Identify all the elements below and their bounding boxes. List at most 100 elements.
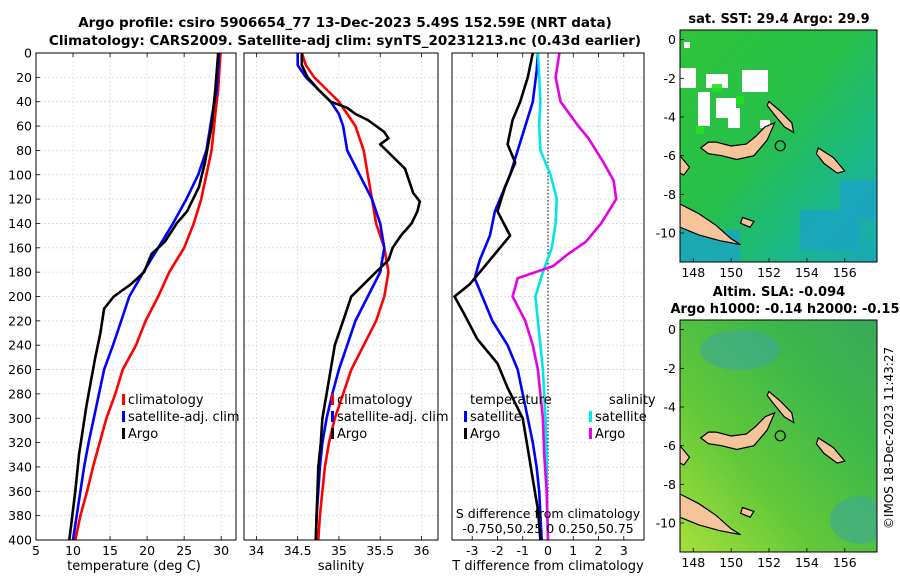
series-line-s-satellite (534, 52, 559, 541)
panel-frame (243, 52, 439, 541)
map-y-tick-label: -10 (656, 226, 676, 241)
x-tick-label: 15 (102, 543, 118, 558)
map-frame (679, 319, 878, 553)
sst-map: 148 150 152 154 156 0 -2 -4 -6 -8 -10 (656, 29, 878, 280)
map-y-tick-label: -8 (664, 477, 677, 492)
salinity-panel: 34 34.5 35 35.5 36 (243, 52, 439, 558)
legend-label-argo: Argo (128, 427, 158, 442)
y-tick-label: 400 (8, 533, 32, 548)
map-x-tick-label: 152 (757, 555, 781, 570)
x-tick-label: 20 (139, 543, 155, 558)
legend-title-temperature: temperature (470, 393, 552, 408)
map-land-group (680, 100, 846, 246)
y-tick-label: 260 (8, 362, 32, 377)
map-y-tick-label: -6 (664, 438, 677, 453)
y-tick-label: 20 (16, 70, 32, 85)
map-x-tick-label: 156 (833, 265, 857, 280)
y-tick-label: 300 (8, 411, 32, 426)
map-y-tick-label: 0 (668, 322, 676, 337)
legend-swatch-argo (122, 428, 125, 439)
y-tick-label: 240 (8, 338, 32, 353)
sla-blue-patches (700, 330, 877, 544)
sst-map-title: sat. SST: 29.4 Argo: 29.9 (688, 12, 869, 27)
panel-frame (451, 52, 645, 541)
land-polygon (739, 506, 755, 518)
map-x-tick-label: 150 (719, 555, 743, 570)
series-line-satellite-adj-clim (71, 52, 221, 541)
legend-label-climatology: climatology (128, 393, 204, 408)
land-polygon (680, 154, 691, 176)
argo-float-marker (774, 430, 786, 442)
map-x-tick-label: 150 (719, 265, 743, 280)
series-line-t-argo (453, 52, 542, 541)
series-line-climatology (74, 52, 222, 541)
imos-stamp: ©IMOS 18-Dec-2023 11:43:27 (882, 347, 896, 529)
difference-xlabel: T difference from climatology (451, 559, 644, 574)
land-polygon (680, 203, 741, 246)
land-polygon (815, 436, 846, 464)
x-tick-label: 2 (595, 543, 603, 558)
x-tick-label: -1 (517, 543, 529, 558)
land-polygon (766, 390, 795, 424)
argo-float-marker (774, 140, 786, 152)
legend-label-t-satellite: satellite (470, 410, 522, 425)
y-tick-label: 360 (8, 484, 32, 499)
x-tick-label: -3 (466, 543, 478, 558)
y-tick-label: 100 (8, 167, 32, 182)
y-tick-label: 80 (16, 143, 32, 158)
map-land-group (680, 390, 846, 536)
legend-label-s-argo: Argo (595, 427, 625, 442)
title-line2: Climatology: CARS2009. Satellite-adj cli… (49, 33, 641, 49)
y-tick-label: 40 (16, 94, 32, 109)
x-tick-label: 36 (414, 543, 430, 558)
s-difference-label: S difference from climatology (456, 506, 641, 521)
legend-label-climatology: climatology (337, 393, 413, 408)
series-line-t-satellite (473, 52, 543, 541)
legend-swatch-s-argo (589, 428, 592, 439)
map-x-tick-label: 156 (833, 555, 857, 570)
map-x-tick-label: 148 (681, 555, 705, 570)
series-line-climatology (300, 52, 390, 541)
map-x-tick-label: 154 (795, 555, 819, 570)
temperature-panel: 5 10 15 20 25 3002040608010012014016018020022… (8, 46, 237, 558)
legend-swatch-argo (331, 428, 334, 439)
map-x-tick-label: 152 (757, 265, 781, 280)
panel-frame (35, 52, 237, 541)
x-tick-label: 34.5 (284, 543, 312, 558)
map-y-tick-label: -4 (664, 110, 677, 125)
map-y-tick-label: -10 (656, 516, 676, 531)
y-tick-label: 140 (8, 216, 32, 231)
land-polygon (680, 444, 691, 466)
sst-cloud-mask (680, 42, 770, 128)
y-tick-label: 340 (8, 459, 32, 474)
y-tick-label: 320 (8, 435, 32, 450)
map-y-tick-label: -4 (664, 400, 677, 415)
legend-swatch-climatology (331, 394, 334, 405)
legend-swatch-s-satellite (589, 411, 592, 422)
series-line-s-argo (511, 52, 618, 541)
sla-map-subtitle: Argo h1000: -0.14 h2000: -0.15 (670, 302, 899, 317)
y-tick-label: 180 (8, 265, 32, 280)
legend-label-t-argo: Argo (470, 427, 500, 442)
sst-warm-patches (696, 84, 744, 134)
legend-swatch-climatology (122, 394, 125, 405)
map-x-tick-label: 154 (795, 265, 819, 280)
y-tick-label: 220 (8, 313, 32, 328)
legend-swatch-t-argo (464, 428, 467, 439)
map-y-tick-label: -8 (664, 187, 677, 202)
salinity-legend: climatology satellite-adj. clim Argo (331, 393, 449, 442)
sla-map: 148 150 152 154 156 0 -2 -4 -6 -8 -10 (656, 319, 878, 570)
land-polygon (739, 216, 755, 228)
x-tick-label: 0 (544, 543, 552, 558)
map-y-tick-label: -2 (664, 71, 676, 86)
map-frame (679, 29, 878, 263)
y-tick-label: 120 (8, 192, 32, 207)
x-tick-label: 30 (213, 543, 229, 558)
series-line-argo (68, 52, 220, 541)
y-tick-label: 160 (8, 240, 32, 255)
x-tick-label: 1 (569, 543, 577, 558)
x-tick-label: 35 (331, 543, 347, 558)
x-tick-label: 10 (65, 543, 81, 558)
y-tick-label: 280 (8, 386, 32, 401)
